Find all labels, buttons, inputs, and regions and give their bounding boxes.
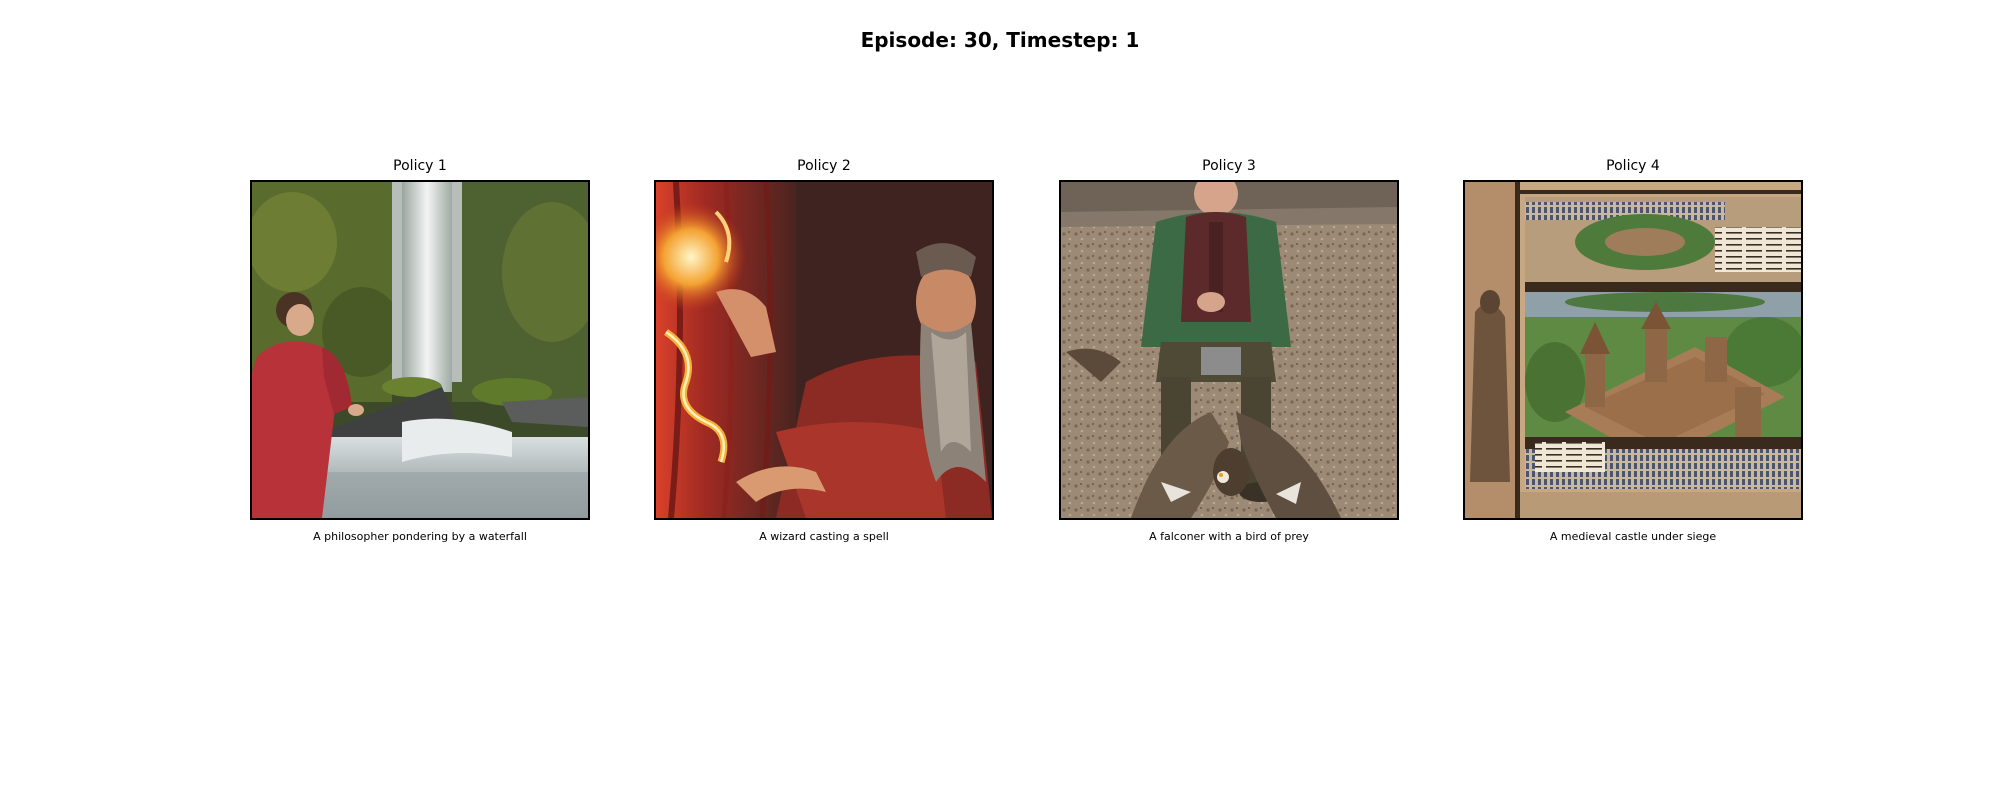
figure-title: Episode: 30, Timestep: 1 — [860, 28, 1140, 52]
panel-title: Policy 4 — [1606, 158, 1660, 174]
policy-panel-1: Policy 1 — [250, 156, 590, 544]
panel-title: Policy 1 — [393, 158, 447, 174]
panel-image-frame — [1059, 180, 1399, 520]
panel-caption: A philosopher pondering by a waterfall — [313, 530, 527, 543]
panel-title: Policy 3 — [1202, 158, 1256, 174]
policy-panel-4: Policy 4 — [1463, 156, 1803, 544]
panel-caption: A falconer with a bird of prey — [1149, 530, 1309, 543]
panel-image-frame — [654, 180, 994, 520]
wizard-spell-image — [656, 182, 992, 518]
panel-image-frame — [250, 180, 590, 520]
policy-panel-2: Policy 2 — [654, 156, 994, 544]
panel-image-frame — [1463, 180, 1803, 520]
panel-caption: A wizard casting a spell — [759, 530, 889, 543]
waterfall-philosopher-image — [252, 182, 588, 518]
castle-siege-image — [1465, 182, 1801, 518]
policy-panel-3: Policy 3 — [1059, 156, 1399, 544]
falconer-image — [1061, 182, 1397, 518]
panel-caption: A medieval castle under siege — [1549, 530, 1717, 543]
panel-title: Policy 2 — [797, 158, 851, 174]
